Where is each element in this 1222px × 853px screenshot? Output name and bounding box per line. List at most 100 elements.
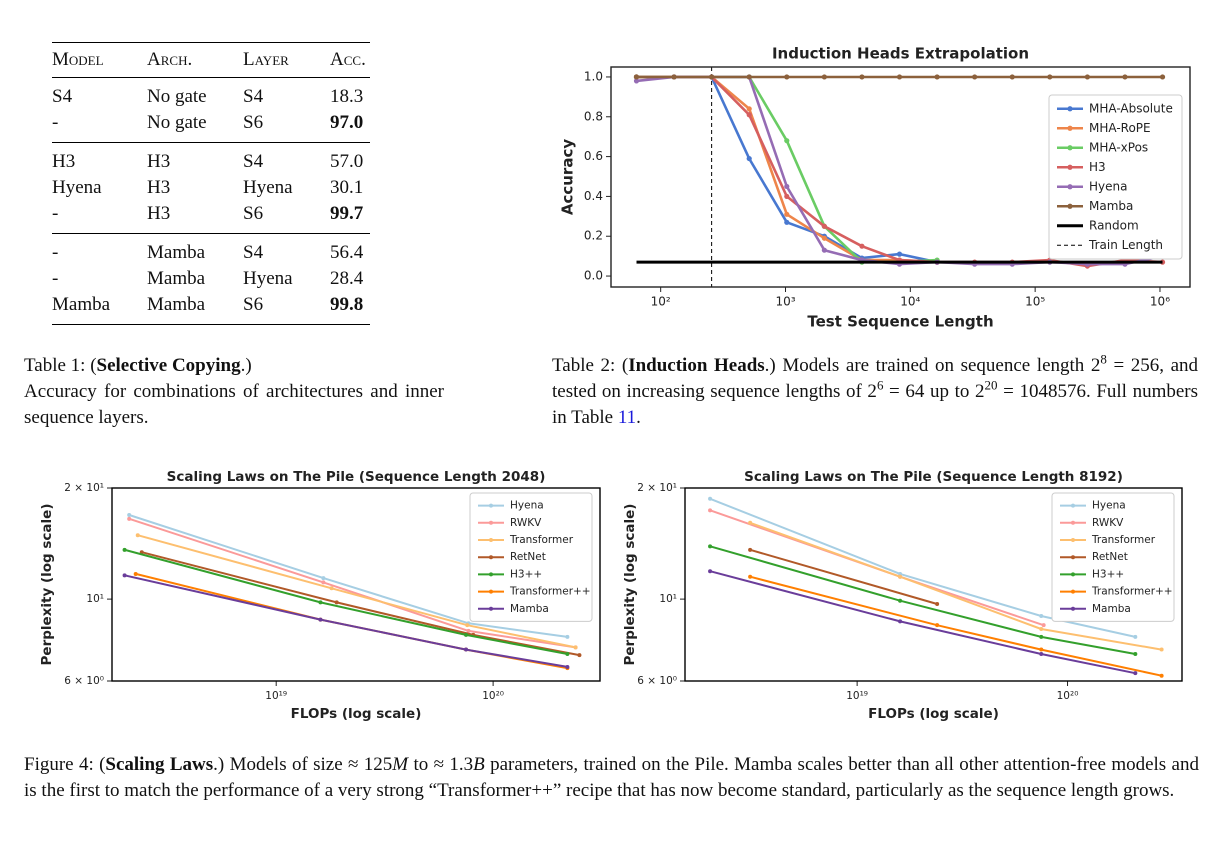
- caption-text: parameters, trained on the Pile. Mamba s…: [24, 754, 1199, 801]
- caption: Table 1: (Selective Copying.) Accuracy fo…: [24, 353, 444, 431]
- legend-marker: [1067, 145, 1073, 151]
- table-cell: Mamba: [147, 242, 206, 263]
- legend-marker: [489, 503, 493, 508]
- caption-text: to ≈ 1.3: [408, 754, 474, 775]
- series-line: [124, 574, 568, 668]
- series-line: [124, 548, 568, 655]
- table-row: H3 H3 S4 57.0: [52, 143, 370, 176]
- data-point: [821, 223, 827, 229]
- data-point: [896, 251, 903, 257]
- charts: Induction Heads Extrapolation Test Sequen…: [39, 45, 1191, 722]
- data-point: [565, 652, 570, 657]
- table-row: Hyena H3 Hyena 30.1: [52, 175, 370, 201]
- legend-label: Mamba: [510, 603, 549, 615]
- legend-marker: [1071, 589, 1075, 594]
- series-line: [749, 575, 1162, 677]
- link[interactable]: 11: [617, 407, 637, 428]
- legend-label: Mamba: [1089, 199, 1133, 213]
- data-point: [133, 571, 138, 576]
- data-point: [708, 496, 713, 501]
- data-point: [1133, 634, 1138, 639]
- y-axis-label: Perplexity (log scale): [622, 504, 638, 666]
- column-header: Arch.: [147, 42, 243, 78]
- x-tick-label: 10²⁰: [482, 690, 504, 702]
- series-line: [749, 548, 938, 605]
- table-cell: S4: [243, 242, 264, 263]
- data-point: [464, 647, 469, 652]
- caption-text: Accuracy for combinations of architectur…: [24, 381, 444, 428]
- x-axis-label: FLOPs (log scale): [291, 706, 422, 722]
- data-point: [318, 617, 323, 622]
- data-point: [321, 576, 326, 581]
- legend-marker: [1071, 503, 1075, 508]
- data-point: [1159, 74, 1166, 80]
- table-cell: -: [52, 203, 59, 224]
- table-cell: 30.1: [330, 177, 364, 198]
- data-point: [1041, 623, 1046, 628]
- legend-label: H3: [1089, 160, 1106, 174]
- caption-text: Selective Copying: [96, 355, 241, 376]
- y-tick-label: 0.2: [584, 229, 603, 243]
- data-point: [135, 533, 140, 538]
- data-point: [1009, 74, 1015, 80]
- data-point: [127, 512, 132, 517]
- data-point: [898, 598, 903, 603]
- y-tick-label: 0.0: [584, 269, 603, 283]
- data-point: [329, 586, 334, 591]
- legend-marker: [1067, 125, 1073, 131]
- data-point: [898, 574, 903, 579]
- data-point: [746, 155, 752, 162]
- data-point: [633, 74, 640, 80]
- table-cell: H3: [147, 151, 171, 172]
- table-cell: S6: [243, 203, 264, 224]
- legend-label: H3++: [510, 568, 542, 580]
- table-row: - No gate S6 97.0: [52, 110, 370, 143]
- caption-text: 20: [984, 377, 998, 393]
- series-line: [636, 75, 938, 264]
- legend-label: RWKV: [1092, 517, 1124, 529]
- data-point: [821, 247, 827, 253]
- table-row: - Mamba Hyena 28.4: [52, 266, 370, 292]
- table-row: S4 No gate S4 18.3: [52, 78, 370, 111]
- x-tick-label: 10¹⁹: [265, 690, 287, 702]
- legend-label: MHA-RoPE: [1089, 121, 1151, 135]
- table-cell: 56.4: [330, 242, 364, 263]
- series-line: [141, 551, 580, 657]
- data-point: [859, 74, 865, 80]
- data-point: [1039, 634, 1044, 639]
- chart-title: Scaling Laws on The Pile (Sequence Lengt…: [744, 469, 1123, 485]
- series-line: [709, 545, 1136, 655]
- caption-text: = 1048576. Full numbers in Table: [552, 381, 1199, 428]
- table-cell: No gate: [147, 86, 207, 107]
- data-point: [318, 600, 323, 605]
- y-tick-label: 2 × 10¹: [637, 482, 677, 494]
- data-point: [934, 74, 940, 80]
- legend-marker: [1067, 203, 1073, 209]
- table-cell: Hyena: [243, 177, 293, 198]
- data-point: [709, 74, 715, 80]
- y-tick-label: 0.4: [584, 189, 603, 203]
- row-group: - Mamba S4 56.4 - Mamba Hyena 28.4 Mamba Mamba S6 9…: [52, 233, 370, 325]
- data-point: [748, 520, 753, 525]
- x-axis-label: FLOPs (log scale): [868, 706, 999, 722]
- table-cell: S6: [243, 112, 264, 133]
- data-point: [1039, 652, 1044, 657]
- legend-label: Hyena: [1092, 500, 1126, 512]
- caption-text: Table 1: (: [24, 355, 97, 376]
- table-cell: S4: [52, 86, 73, 107]
- table-cell: 97.0: [330, 112, 364, 133]
- caption-text: = 64 up to 2: [883, 381, 985, 402]
- table-cell: 99.8: [330, 294, 364, 315]
- legend-label: RetNet: [1092, 551, 1128, 563]
- data-point: [1039, 614, 1044, 619]
- data-point: [784, 74, 790, 80]
- legend-label: Random: [1089, 218, 1139, 232]
- data-point: [1039, 647, 1044, 652]
- data-point: [1159, 673, 1164, 678]
- data-point: [935, 601, 940, 606]
- legend-marker: [489, 520, 493, 525]
- y-tick-label: 0.6: [584, 149, 603, 163]
- legend-marker: [1067, 184, 1073, 190]
- table-cell: 28.4: [330, 268, 364, 289]
- data-point: [1133, 671, 1138, 676]
